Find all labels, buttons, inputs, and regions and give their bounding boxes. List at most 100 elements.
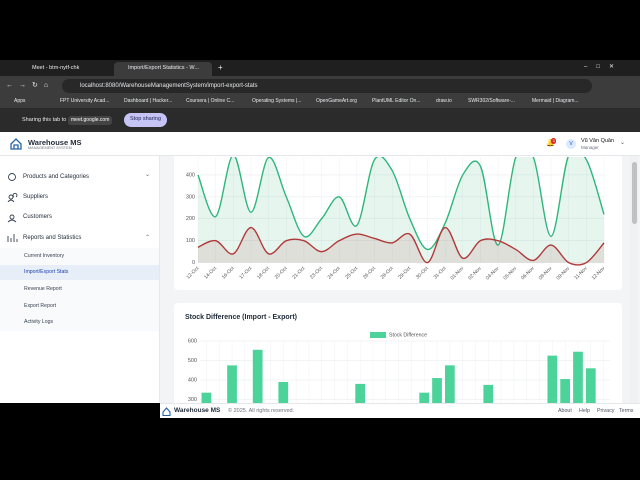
- bar: [368, 429, 378, 458]
- y-tick-label: 0: [192, 260, 195, 266]
- nav-item[interactable]: Reports and Statistics: [23, 235, 82, 241]
- card: [174, 303, 622, 403]
- submenu: [0, 248, 159, 331]
- bookmark[interactable]: Coursera | Online C...: [186, 98, 235, 104]
- bar: [585, 368, 596, 403]
- sub-item[interactable]: Revenue Report: [24, 286, 62, 292]
- copyright: © 2025. All rights reserved.: [228, 407, 295, 414]
- bar: [432, 378, 442, 403]
- bar: [599, 429, 609, 458]
- bar: [304, 429, 314, 458]
- y-tick-label: 300: [186, 194, 195, 200]
- bookmark[interactable]: Mermaid | Diagram...: [532, 98, 579, 104]
- chevron: ⌄: [145, 172, 151, 178]
- bar: [509, 429, 519, 458]
- area-fill: [198, 157, 604, 263]
- footer-brand: Warehouse MS: [174, 407, 221, 414]
- bar: [547, 355, 558, 403]
- bookmark[interactable]: PlantUML Editor On...: [372, 98, 421, 104]
- tab-title: Import/Export Statistics - W...: [128, 65, 199, 71]
- footer-link[interactable]: Help: [579, 408, 590, 414]
- nav-item[interactable]: Customers: [23, 214, 53, 220]
- y-tick-label: 400: [186, 172, 195, 178]
- omnibox[interactable]: localhost:8080/WarehouseManagementSystem…: [62, 79, 592, 93]
- bar: [381, 429, 391, 458]
- bar: [227, 365, 237, 403]
- bookmark[interactable]: SWR302/Software-...: [468, 98, 515, 104]
- bar: [407, 429, 417, 458]
- new-tab[interactable]: +: [218, 63, 223, 72]
- sub-item[interactable]: Import/Export Stats: [24, 269, 69, 275]
- bar: [355, 383, 366, 403]
- address-row: ←→↻⌂ localhost:8080/WarehouseManagementS…: [0, 76, 640, 96]
- nav-item[interactable]: Suppliers: [23, 194, 49, 200]
- window-controls[interactable]: –□✕: [584, 64, 623, 70]
- bar: [330, 429, 340, 458]
- line: [197, 226, 605, 266]
- legend-label: Stock Difference: [389, 333, 427, 339]
- bar: [483, 384, 494, 403]
- bar: [278, 381, 289, 403]
- y-tick-label: 300: [188, 397, 197, 403]
- bar: [535, 429, 545, 458]
- bookmark[interactable]: OpenGameArt.org: [316, 98, 357, 104]
- bell[interactable]: 🔔: [546, 140, 555, 147]
- bar: [201, 392, 212, 403]
- bookmark[interactable]: Operating Systems |...: [252, 98, 302, 104]
- nav-icons: [7, 173, 18, 242]
- bookmark[interactable]: Apps: [14, 98, 26, 104]
- bar: [317, 429, 327, 458]
- url: localhost:8080/WarehouseManagementSystem…: [80, 83, 258, 89]
- bar: [471, 429, 481, 458]
- sharing-bar: Sharing this tab to meet.google.com Stop…: [0, 108, 640, 132]
- sub-item[interactable]: Current Inventory: [24, 253, 65, 259]
- bar: [522, 429, 532, 458]
- app-subtitle: MANAGEMENT SYSTEM: [28, 146, 72, 150]
- user-menu[interactable]: ⌄: [620, 140, 626, 146]
- sharing-site: meet.google.com: [68, 116, 113, 125]
- nav-item[interactable]: Products and Categories: [23, 174, 90, 180]
- area-fill: [198, 227, 604, 265]
- avatar[interactable]: V: [566, 139, 576, 149]
- legend-swatch: [370, 332, 386, 338]
- tab[interactable]: Meet - btm-nytf-chk: [18, 62, 110, 76]
- bookmark[interactable]: Dashboard | Hacker...: [124, 98, 173, 104]
- chevron: ⌃: [145, 235, 151, 241]
- bookmarks-bar: Apps FPT University Acad... Dashboard | …: [0, 96, 640, 108]
- footer-logo: [162, 407, 171, 416]
- y-tick-label: 200: [186, 216, 195, 222]
- footer-link[interactable]: Privacy: [597, 408, 615, 414]
- sub-item[interactable]: Export Report: [24, 303, 57, 309]
- footer-link[interactable]: Terms: [619, 408, 634, 414]
- nav-buttons[interactable]: ←→↻⌂: [6, 82, 55, 89]
- scroll-thumb[interactable]: [631, 162, 637, 224]
- bookmark[interactable]: draw.io: [436, 98, 452, 104]
- active-highlight: [0, 265, 159, 280]
- bar: [240, 429, 250, 458]
- sidebar: Products and Categories ⌄ Suppliers Cust…: [0, 156, 160, 403]
- chart-title: Stock Difference (Import - Export): [185, 314, 297, 321]
- tab-strip: Meet - btm-nytf-chk Import/Export Statis…: [0, 60, 640, 76]
- bar: [252, 349, 263, 403]
- bar: [444, 365, 455, 403]
- footer-link[interactable]: About: [558, 408, 572, 414]
- logo: [10, 138, 22, 150]
- y-tick-label: 100: [186, 238, 195, 244]
- bar: [342, 429, 352, 458]
- sharing-text: Sharing this tab to: [22, 117, 67, 123]
- bookmark[interactable]: FPT University Acad...: [60, 98, 110, 104]
- sub-item[interactable]: Activity Logs: [24, 319, 54, 325]
- y-tick-label: 500: [188, 358, 197, 364]
- bar: [573, 351, 583, 403]
- app-title: Warehouse MS: [28, 138, 82, 147]
- app-header: Warehouse MS MANAGEMENT SYSTEM 🔔 3 V Vũ …: [0, 132, 640, 156]
- stop-sharing-button[interactable]: Stop sharing: [124, 113, 167, 127]
- bar: [266, 429, 276, 458]
- active-tab[interactable]: Import/Export Statistics - W...: [114, 62, 212, 76]
- scrollbar[interactable]: [630, 156, 638, 403]
- bar: [458, 429, 468, 458]
- user-role: Manager: [581, 145, 599, 150]
- bar: [496, 429, 506, 458]
